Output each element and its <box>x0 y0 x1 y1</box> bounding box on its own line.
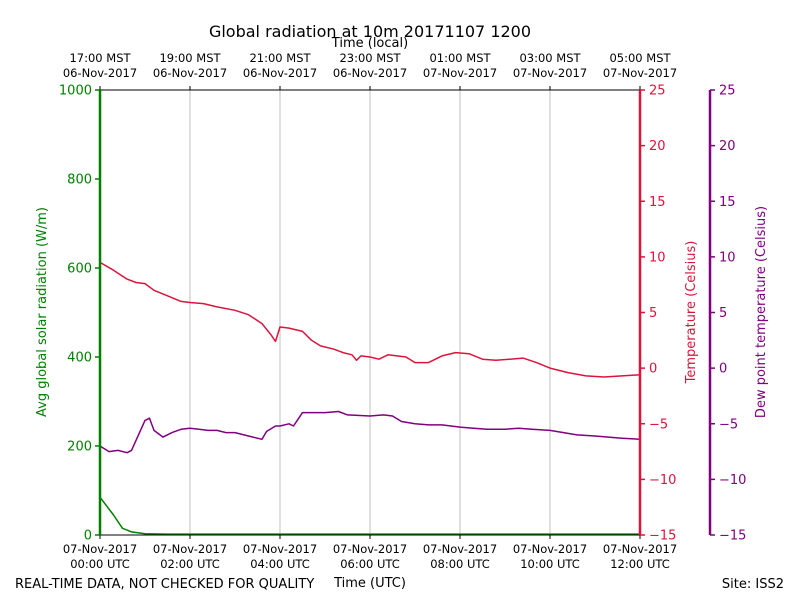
top-tick-time: 23:00 MST <box>339 51 401 65</box>
temperature-tick-label: −15 <box>649 529 676 544</box>
x-tick-time: 10:00 UTC <box>520 557 580 571</box>
temperature-axis-label: Temperature (Celsius) <box>684 241 699 385</box>
top-tick-date: 06-Nov-2017 <box>153 66 227 80</box>
top-tick-time: 19:00 MST <box>159 51 221 65</box>
footer-site: Site: ISS2 <box>722 577 784 592</box>
dewpoint-tick-label: −5 <box>719 417 738 432</box>
temperature-tick-label: 0 <box>649 362 657 377</box>
x-tick-date: 07-Nov-2017 <box>243 542 317 556</box>
radiation-tick-label: 200 <box>67 440 92 455</box>
top-tick-date: 06-Nov-2017 <box>333 66 407 80</box>
x-tick-time: 04:00 UTC <box>250 557 310 571</box>
top-tick-date: 07-Nov-2017 <box>423 66 497 80</box>
x-tick-date: 07-Nov-2017 <box>603 542 677 556</box>
dewpoint-tick-label: 25 <box>719 84 736 99</box>
x-tick-time: 02:00 UTC <box>160 557 220 571</box>
radiation-tick-label: 600 <box>67 262 92 277</box>
dewpoint-axis-label: Dew point temperature (Celsius) <box>754 206 769 418</box>
temperature-tick-label: 5 <box>649 306 657 321</box>
top-tick-time: 01:00 MST <box>429 51 491 65</box>
x-tick-date: 07-Nov-2017 <box>333 542 407 556</box>
radiation-tick-label: 400 <box>67 351 92 366</box>
top-tick-time: 05:00 MST <box>609 51 671 65</box>
top-tick-date: 06-Nov-2017 <box>63 66 137 80</box>
footer-quality-note: REAL-TIME DATA, NOT CHECKED FOR QUALITY <box>15 577 314 592</box>
x-axis-label: Time (UTC) <box>333 576 406 591</box>
temperature-tick-label: 20 <box>649 139 666 154</box>
series-line-radiation <box>99 496 640 535</box>
top-axis-label: Time (local) <box>331 36 408 51</box>
radiation-axis-label: Avg global solar radiation (W/m) <box>35 207 50 417</box>
top-tick-date: 06-Nov-2017 <box>243 66 317 80</box>
dewpoint-tick-label: −15 <box>719 529 746 544</box>
top-tick-time: 17:00 MST <box>69 51 131 65</box>
x-tick-date: 07-Nov-2017 <box>513 542 587 556</box>
chart-title: Global radiation at 10m 20171107 1200 <box>209 22 531 41</box>
top-tick-time: 03:00 MST <box>519 51 581 65</box>
x-tick-date: 07-Nov-2017 <box>153 542 227 556</box>
gridlines <box>189 90 551 535</box>
dewpoint-tick-label: −10 <box>719 473 746 488</box>
dewpoint-tick-label: 10 <box>719 250 736 265</box>
dewpoint-tick-label: 15 <box>719 195 736 210</box>
x-tick-date: 07-Nov-2017 <box>423 542 497 556</box>
dewpoint-tick-label: 5 <box>719 306 727 321</box>
series-line-temperature <box>99 261 641 378</box>
temperature-tick-label: 25 <box>649 84 666 99</box>
dewpoint-tick-label: 20 <box>719 139 736 154</box>
radiation-tick-label: 800 <box>67 173 92 188</box>
temperature-tick-label: 10 <box>649 250 666 265</box>
series-layer <box>99 261 641 535</box>
x-tick-time: 08:00 UTC <box>430 557 490 571</box>
x-tick-date: 07-Nov-2017 <box>63 542 137 556</box>
top-tick-date: 07-Nov-2017 <box>513 66 587 80</box>
temperature-tick-label: −5 <box>649 417 668 432</box>
x-tick-time: 06:00 UTC <box>340 557 400 571</box>
dewpoint-tick-label: 0 <box>719 362 727 377</box>
x-tick-time: 12:00 UTC <box>610 557 670 571</box>
top-tick-time: 21:00 MST <box>249 51 311 65</box>
series-line-dewpoint <box>99 410 641 454</box>
temperature-tick-label: 15 <box>649 195 666 210</box>
x-tick-time: 00:00 UTC <box>70 557 130 571</box>
radiation-tick-label: 0 <box>84 529 92 544</box>
radiation-tick-label: 1000 <box>59 84 92 99</box>
temperature-tick-label: −10 <box>649 473 676 488</box>
top-tick-date: 07-Nov-2017 <box>603 66 677 80</box>
